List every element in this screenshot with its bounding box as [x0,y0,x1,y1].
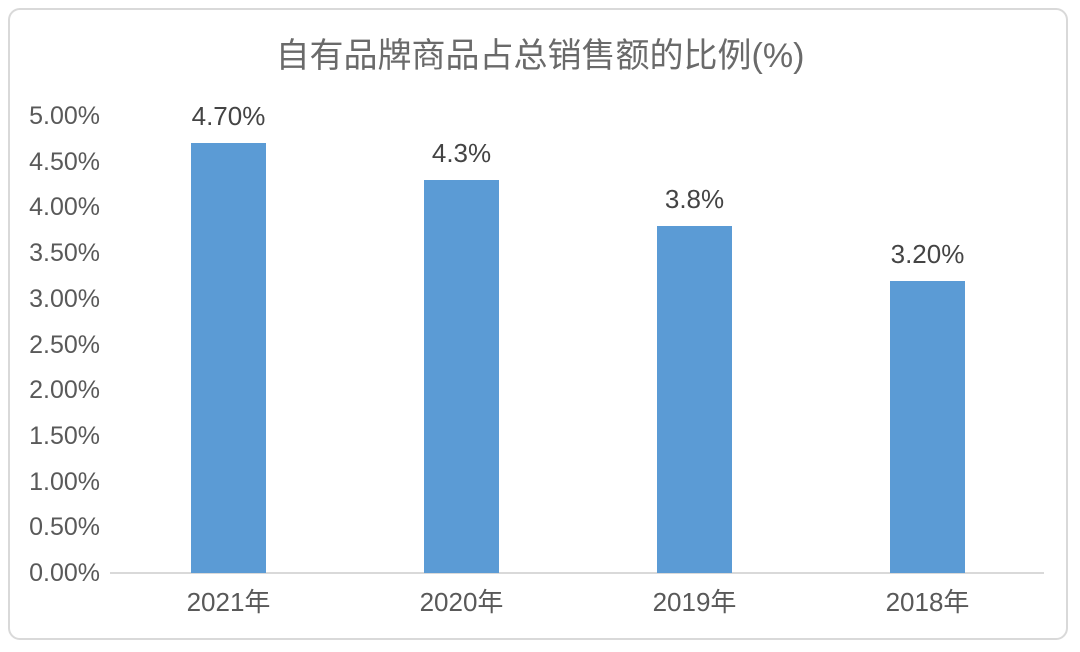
y-axis-tick-label: 0.50% [29,513,100,542]
bar-2018年 [890,280,965,573]
x-axis-category-label: 2021年 [186,587,271,617]
x-axis-category-label: 2018年 [885,587,970,617]
y-axis-tick-label: 3.00% [29,284,100,313]
y-axis-tick-label: 0.00% [29,559,100,587]
x-axis-category-label: 2019年 [652,587,737,617]
x-axis-line [110,572,1044,574]
data-label: 3.20% [890,238,965,269]
y-axis-tick-label: 1.00% [29,467,100,496]
bar-2019年 [657,225,732,573]
y-axis-tick-label: 3.50% [29,239,100,268]
bar-2021年 [191,143,266,573]
bar-2020年 [424,179,499,573]
data-label: 4.70% [191,101,266,132]
chart-title: 自有品牌商品占总销售额的比例(%) [275,37,805,75]
y-axis-tick-label: 4.50% [29,147,100,176]
y-axis-tick-label: 1.50% [29,421,100,450]
data-label: 4.3% [431,137,492,168]
y-axis-tick-label: 4.00% [29,193,100,222]
y-axis-tick-label: 2.00% [29,376,100,405]
data-label: 3.8% [664,183,725,214]
y-axis-tick-label: 2.50% [29,330,100,359]
y-axis-tick-label: 5.00% [29,102,100,130]
x-axis-category-label: 2020年 [419,587,504,617]
